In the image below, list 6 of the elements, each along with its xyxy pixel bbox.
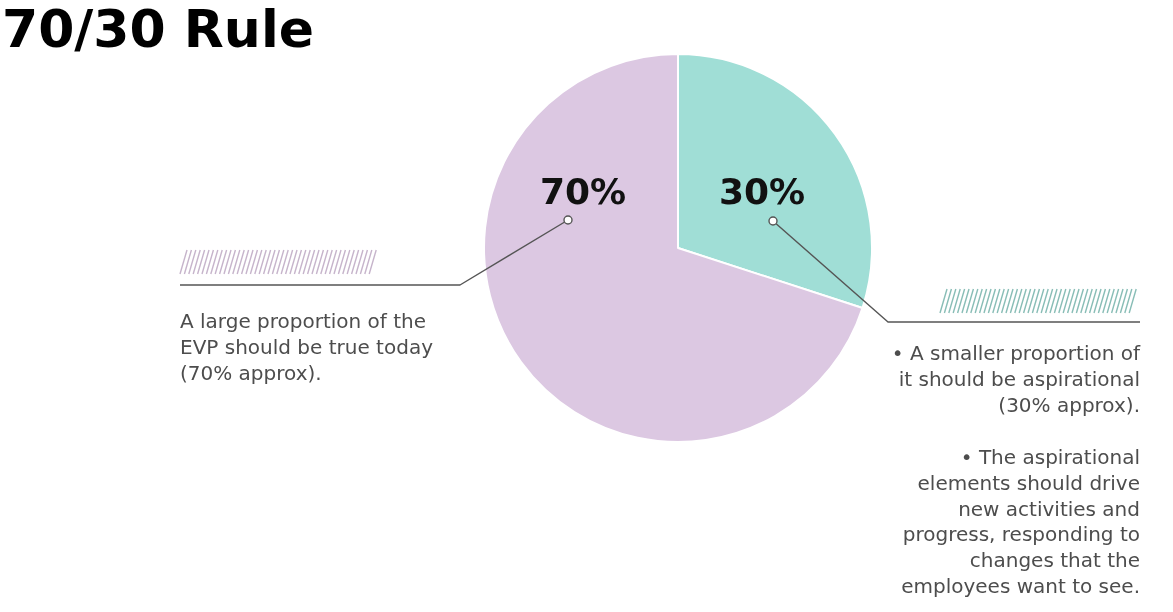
chart-title: 70/30 Rule [2,0,314,59]
data-label: 70% [539,170,627,212]
text: A large proportion of the EVP should be true today (70% approx). [180,309,434,387]
data-label: 30% [718,170,806,212]
text: • The aspirational elements should drive new activities and progress, responding to changes that the employees want to see. [900,445,1140,600]
text: • A smaller proportion of it should be aspirational (30% approx). [890,341,1140,419]
